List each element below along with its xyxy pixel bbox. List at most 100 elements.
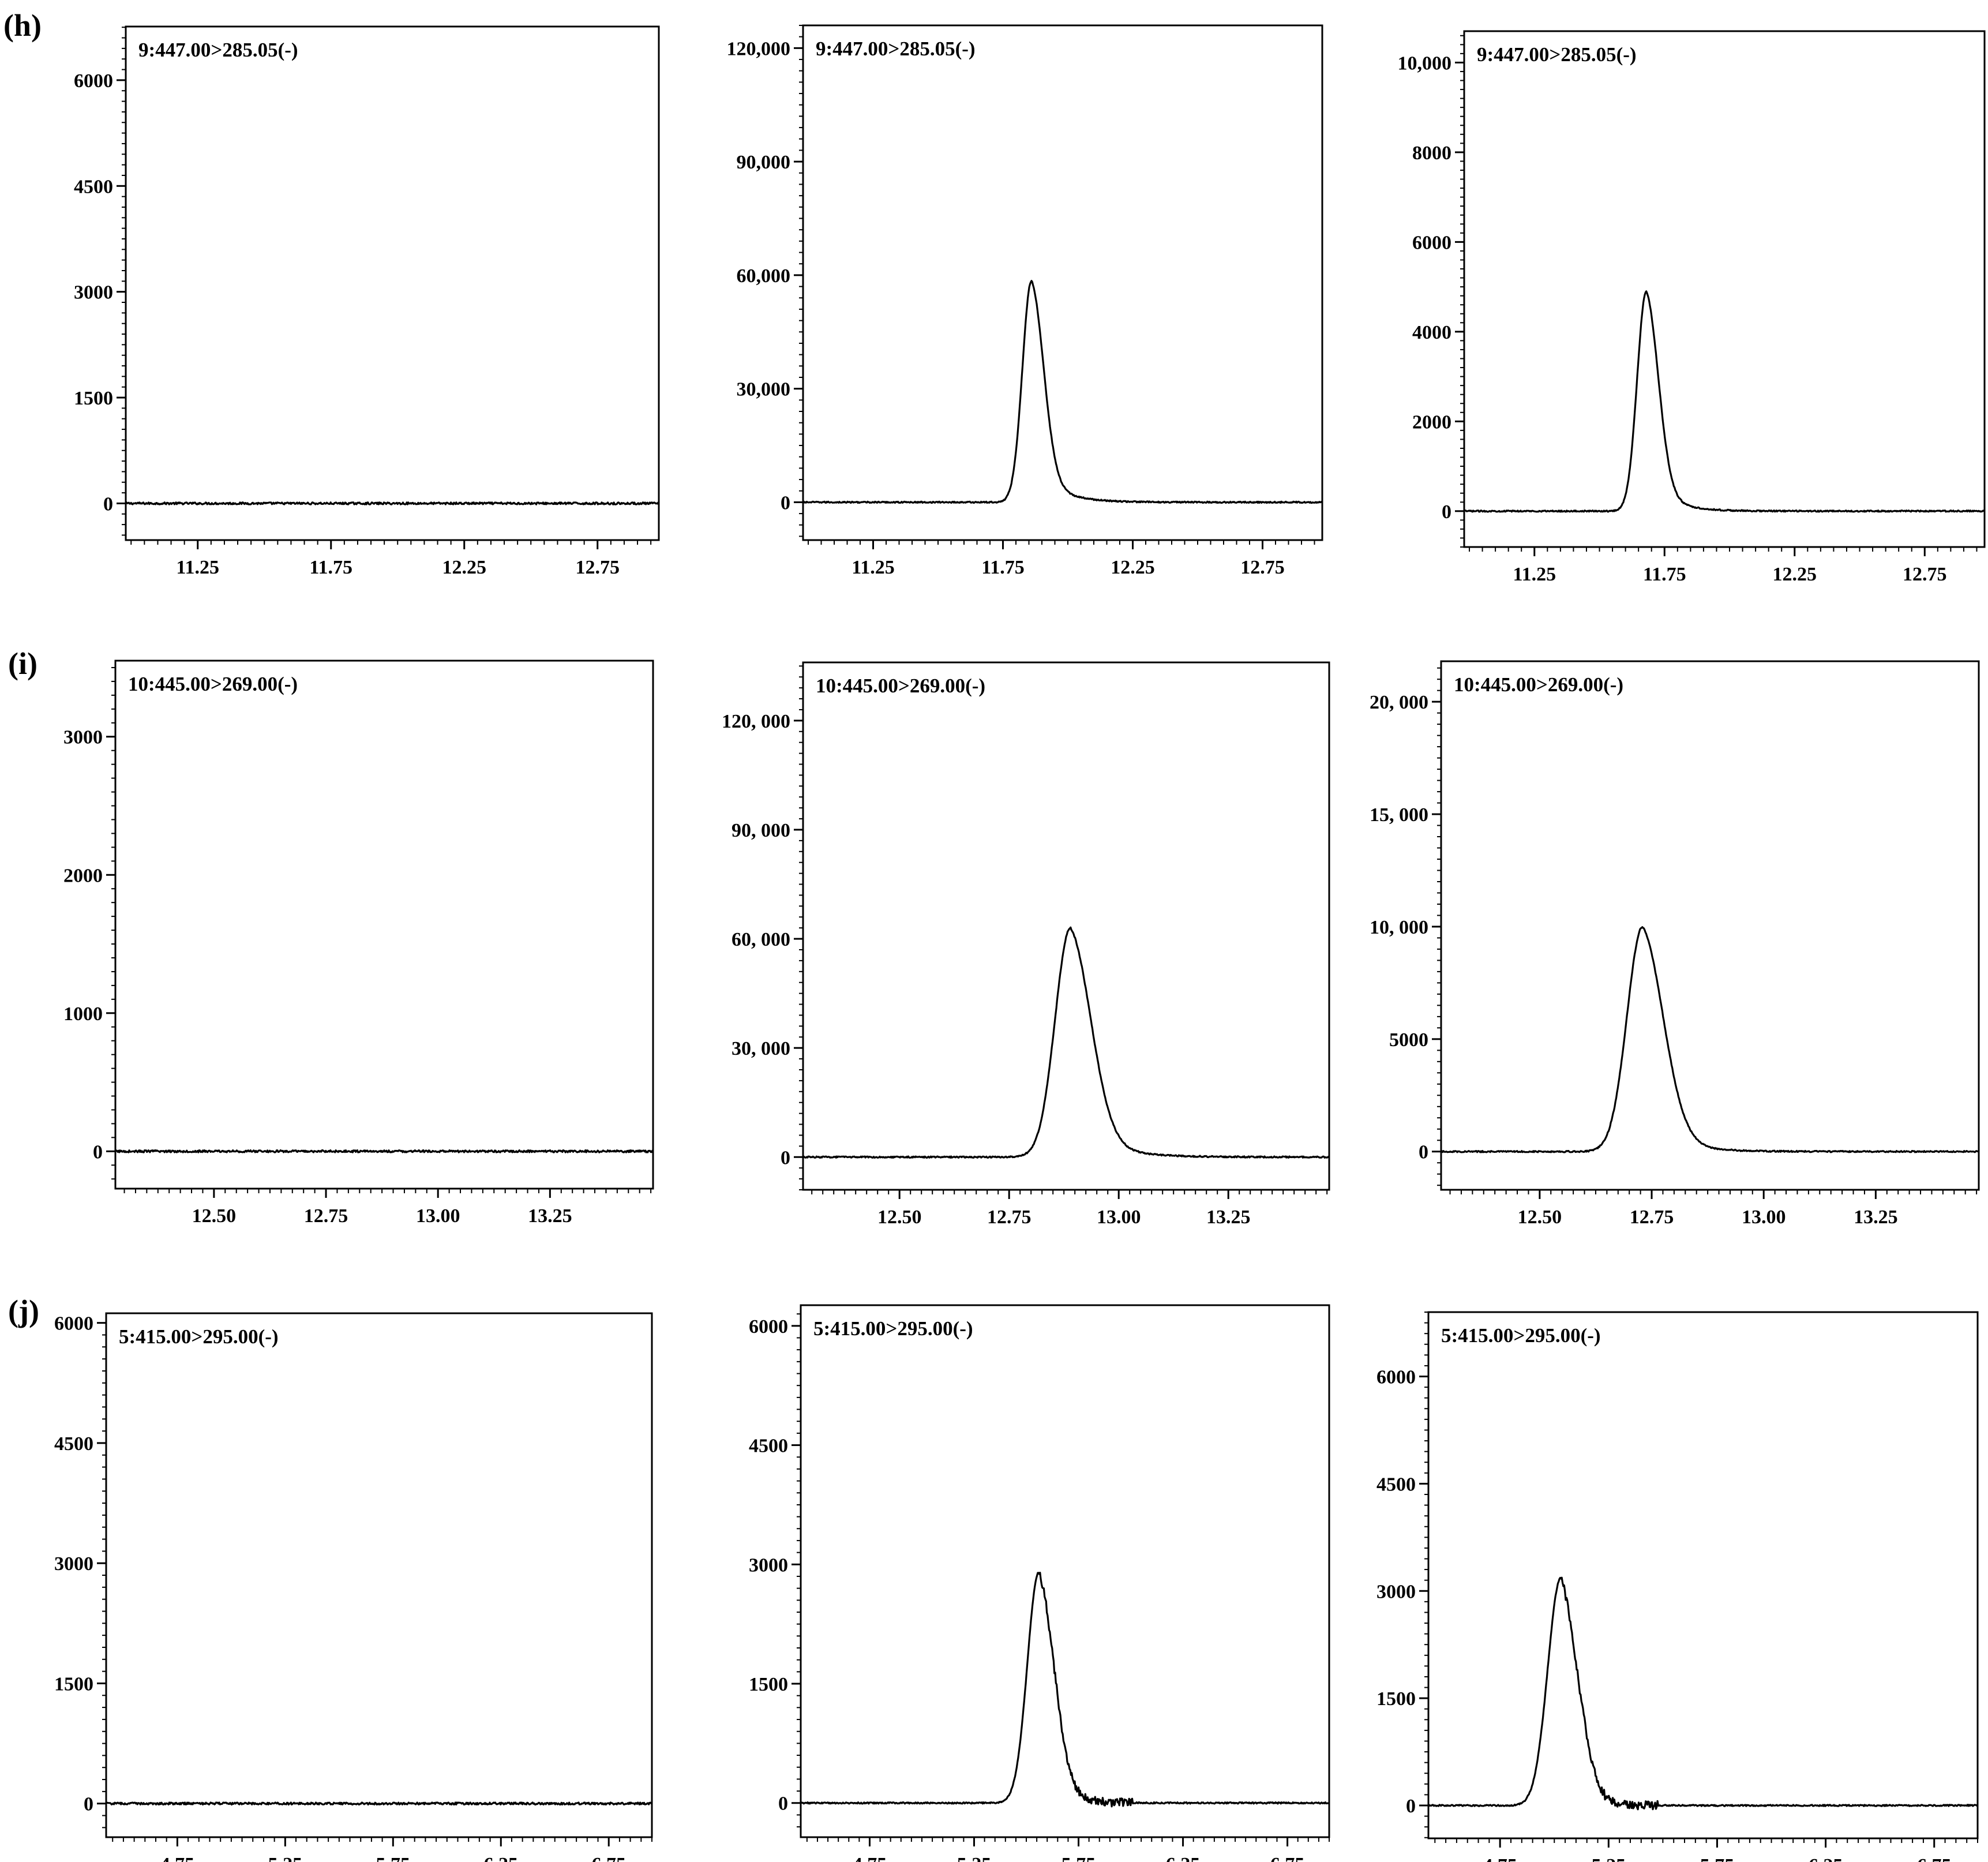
y-tick-label: 0 bbox=[84, 1794, 93, 1815]
y-tick-label: 4500 bbox=[1376, 1474, 1416, 1495]
x-tick-label: 6.75 bbox=[591, 1854, 626, 1862]
x-tick-label: 6.25 bbox=[484, 1854, 519, 1862]
y-tick-label: 4500 bbox=[749, 1436, 788, 1457]
chromatogram-panel-1-2: 0 5000 10, 000 15, 000 20, 000 12.50 12.75 13.0… bbox=[1370, 660, 1980, 1228]
transition-annotation: 9:447.00>285.05(-) bbox=[138, 39, 298, 61]
y-tick-label: 0 bbox=[781, 492, 790, 514]
x-tick-label: 11.25 bbox=[1513, 564, 1556, 585]
chromatogram-panel-2-0: 0 1500 3000 4500 6000 4.75 5.25 5.75 6.25 6.75 5:4… bbox=[54, 1312, 653, 1862]
y-tick-label: 60,000 bbox=[737, 265, 791, 287]
chromatogram-trace bbox=[1441, 926, 1980, 1153]
y-tick-label: 1500 bbox=[1376, 1688, 1416, 1710]
x-tick-label: 12.75 bbox=[575, 557, 620, 578]
x-tick-label: 5.75 bbox=[1061, 1854, 1096, 1862]
y-tick-label: 60, 000 bbox=[732, 929, 790, 950]
x-tick-label: 4.75 bbox=[1483, 1855, 1517, 1862]
x-tick-label: 6.75 bbox=[1917, 1855, 1952, 1862]
x-tick-label: 5.25 bbox=[957, 1854, 992, 1862]
y-tick-label: 0 bbox=[778, 1793, 788, 1815]
chromatogram-panel-1-1: 0 30, 000 60, 000 90, 000 120, 000 12.50 12.75… bbox=[722, 661, 1330, 1228]
x-tick-label: 6.25 bbox=[1809, 1855, 1843, 1862]
plot-frame bbox=[1440, 660, 1980, 1191]
plot-frame bbox=[802, 24, 1323, 541]
y-tick-label: 1500 bbox=[54, 1673, 93, 1695]
y-tick-label: 1000 bbox=[63, 1003, 103, 1025]
x-tick-label: 12.25 bbox=[1773, 564, 1817, 585]
y-tick-label: 15, 000 bbox=[1370, 804, 1428, 826]
x-tick-label: 12.50 bbox=[1518, 1207, 1562, 1228]
transition-annotation: 5:415.00>295.00(-) bbox=[813, 1317, 973, 1340]
chromatogram-trace bbox=[106, 1801, 653, 1806]
plot-frame bbox=[114, 660, 654, 1190]
x-tick-label: 5.25 bbox=[268, 1854, 303, 1862]
y-tick-label: 2000 bbox=[63, 865, 103, 886]
y-tick-label: 1500 bbox=[749, 1674, 788, 1695]
chromatogram-panel-0-0: 0 1500 3000 4500 6000 11.25 11.75 12.25 12.75 9:4… bbox=[74, 25, 660, 578]
y-tick-label: 3000 bbox=[1376, 1581, 1416, 1602]
transition-annotation: 10:445.00>269.00(-) bbox=[816, 675, 985, 697]
y-tick-label: 6000 bbox=[749, 1316, 788, 1338]
chromatogram-trace bbox=[802, 926, 1330, 1159]
transition-annotation: 10:445.00>269.00(-) bbox=[1454, 673, 1623, 696]
x-tick-label: 13.00 bbox=[1097, 1207, 1141, 1228]
minor-ticks bbox=[1437, 667, 1978, 1194]
x-tick-label: 11.25 bbox=[176, 557, 219, 578]
x-tick-label: 12.75 bbox=[987, 1207, 1031, 1228]
minor-ticks bbox=[797, 1313, 1330, 1842]
transition-annotation: 5:415.00>295.00(-) bbox=[119, 1325, 279, 1348]
transition-annotation: 5:415.00>295.00(-) bbox=[1441, 1324, 1601, 1347]
minor-ticks bbox=[111, 666, 652, 1193]
x-tick-label: 11.75 bbox=[309, 557, 352, 578]
x-tick-label: 12.50 bbox=[192, 1205, 237, 1227]
y-tick-label: 8000 bbox=[1412, 143, 1451, 164]
y-tick-label: 120,000 bbox=[727, 38, 791, 59]
y-tick-label: 0 bbox=[781, 1147, 790, 1168]
plot-frame bbox=[1427, 1311, 1979, 1839]
x-tick-label: 13.25 bbox=[1854, 1207, 1898, 1228]
y-tick-label: 3000 bbox=[54, 1553, 93, 1575]
x-tick-label: 6.25 bbox=[1166, 1854, 1201, 1862]
x-tick-label: 12.50 bbox=[877, 1207, 922, 1228]
x-tick-label: 5.25 bbox=[1592, 1855, 1626, 1862]
chromatogram-trace bbox=[802, 280, 1323, 504]
x-tick-label: 13.00 bbox=[1742, 1207, 1786, 1228]
y-tick-label: 5000 bbox=[1389, 1029, 1428, 1051]
plot-frame bbox=[125, 25, 660, 541]
x-tick-label: 4.75 bbox=[160, 1854, 195, 1862]
x-tick-label: 4.75 bbox=[853, 1854, 887, 1862]
x-tick-label: 13.00 bbox=[416, 1205, 460, 1227]
y-tick-label: 90, 000 bbox=[732, 820, 790, 841]
y-tick-label: 10,000 bbox=[1398, 53, 1452, 74]
y-tick-label: 30,000 bbox=[737, 379, 791, 400]
chromatogram-panel-1-0: 0 1000 2000 3000 12.50 12.75 13.00 13.25 10:445.… bbox=[63, 660, 654, 1227]
y-tick-label: 120, 000 bbox=[722, 711, 790, 732]
chromatogram-panel-2-1: 0 1500 3000 4500 6000 4.75 5.25 5.75 6.25 6.75 5:4… bbox=[749, 1304, 1330, 1862]
chromatogram-panel-0-2: 0 2000 4000 6000 8000 10,000 11.25 11.75 12.25 12… bbox=[1398, 30, 1986, 585]
chromatogram-panel-0-1: 0 30,000 60,000 90,000 120,000 11.25 11.75 12.2… bbox=[727, 24, 1323, 578]
row-label-h: (h) bbox=[3, 8, 42, 43]
chromatogram-trace bbox=[1464, 290, 1986, 513]
y-tick-label: 3000 bbox=[63, 727, 103, 748]
x-tick-label: 5.75 bbox=[376, 1854, 411, 1862]
x-tick-label: 11.75 bbox=[1643, 564, 1686, 585]
row-label-i: (i) bbox=[8, 646, 37, 681]
plot-frame bbox=[800, 1304, 1330, 1838]
minor-ticks bbox=[102, 1322, 652, 1842]
x-tick-label: 13.25 bbox=[528, 1205, 572, 1227]
chromatogram-trace bbox=[125, 501, 659, 505]
chromatogram-trace bbox=[1428, 1576, 1978, 1811]
y-tick-label: 4500 bbox=[74, 176, 113, 197]
transition-annotation: 9:447.00>285.05(-) bbox=[816, 38, 976, 60]
y-tick-label: 0 bbox=[1442, 501, 1451, 523]
y-tick-label: 1500 bbox=[74, 388, 113, 409]
y-tick-label: 0 bbox=[1406, 1796, 1416, 1817]
y-tick-label: 0 bbox=[1419, 1142, 1428, 1163]
transition-annotation: 10:445.00>269.00(-) bbox=[128, 673, 298, 695]
x-tick-label: 12.25 bbox=[1111, 557, 1155, 578]
x-tick-label: 12.75 bbox=[1240, 557, 1285, 578]
x-tick-label: 11.75 bbox=[981, 557, 1025, 578]
y-tick-label: 6000 bbox=[74, 70, 113, 92]
x-tick-label: 12.25 bbox=[442, 557, 486, 578]
